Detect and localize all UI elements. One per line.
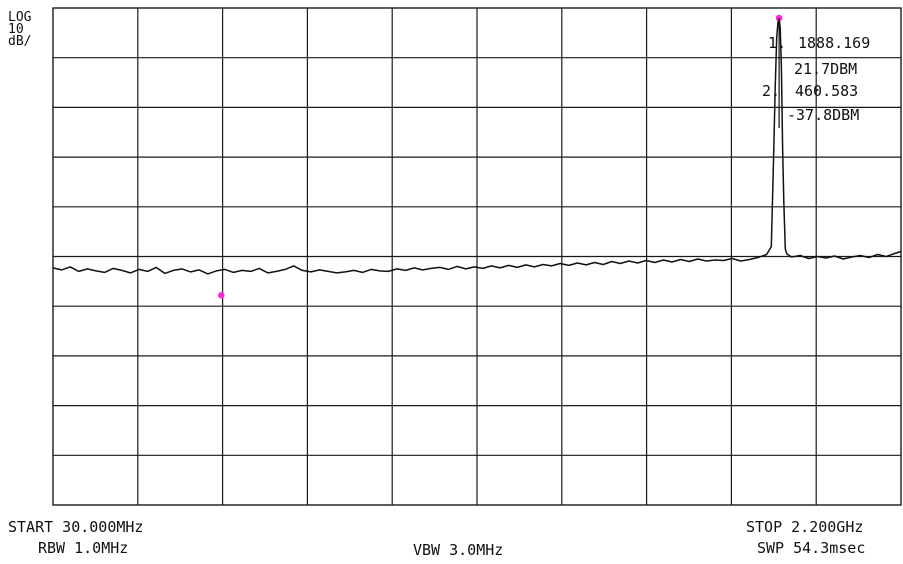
marker-2-frequency: 460.583 <box>795 82 858 100</box>
start-frequency: START 30.000MHz <box>8 518 144 536</box>
stop-frequency: STOP 2.200GHz <box>746 518 864 536</box>
resolution-bandwidth: RBW 1.0MHz <box>38 539 129 557</box>
marker-2-point <box>218 292 225 299</box>
grid <box>53 8 901 505</box>
marker-2-level: -37.8DBM <box>787 106 859 124</box>
spectrum-trace <box>52 17 902 275</box>
video-bandwidth: VBW 3.0MHz <box>413 541 504 559</box>
marker-1-number: 1. <box>768 34 786 52</box>
scale-line-unit: dB/ <box>8 34 32 49</box>
marker-2-number: 2. <box>762 82 780 100</box>
scale-line-value: 10 <box>8 22 24 37</box>
marker-1-frequency: 1888.169 <box>798 34 870 52</box>
scale-line-log: LOG <box>8 10 32 25</box>
scale-label: LOG 10 dB/ <box>8 10 32 49</box>
sweep-time: SWP 54.3msec <box>757 539 866 557</box>
marker-1-level: 21.7DBM <box>794 60 857 78</box>
marker-readout: 1. 1888.169 21.7DBM 2. 460.583 -37.8DBM <box>762 34 870 124</box>
